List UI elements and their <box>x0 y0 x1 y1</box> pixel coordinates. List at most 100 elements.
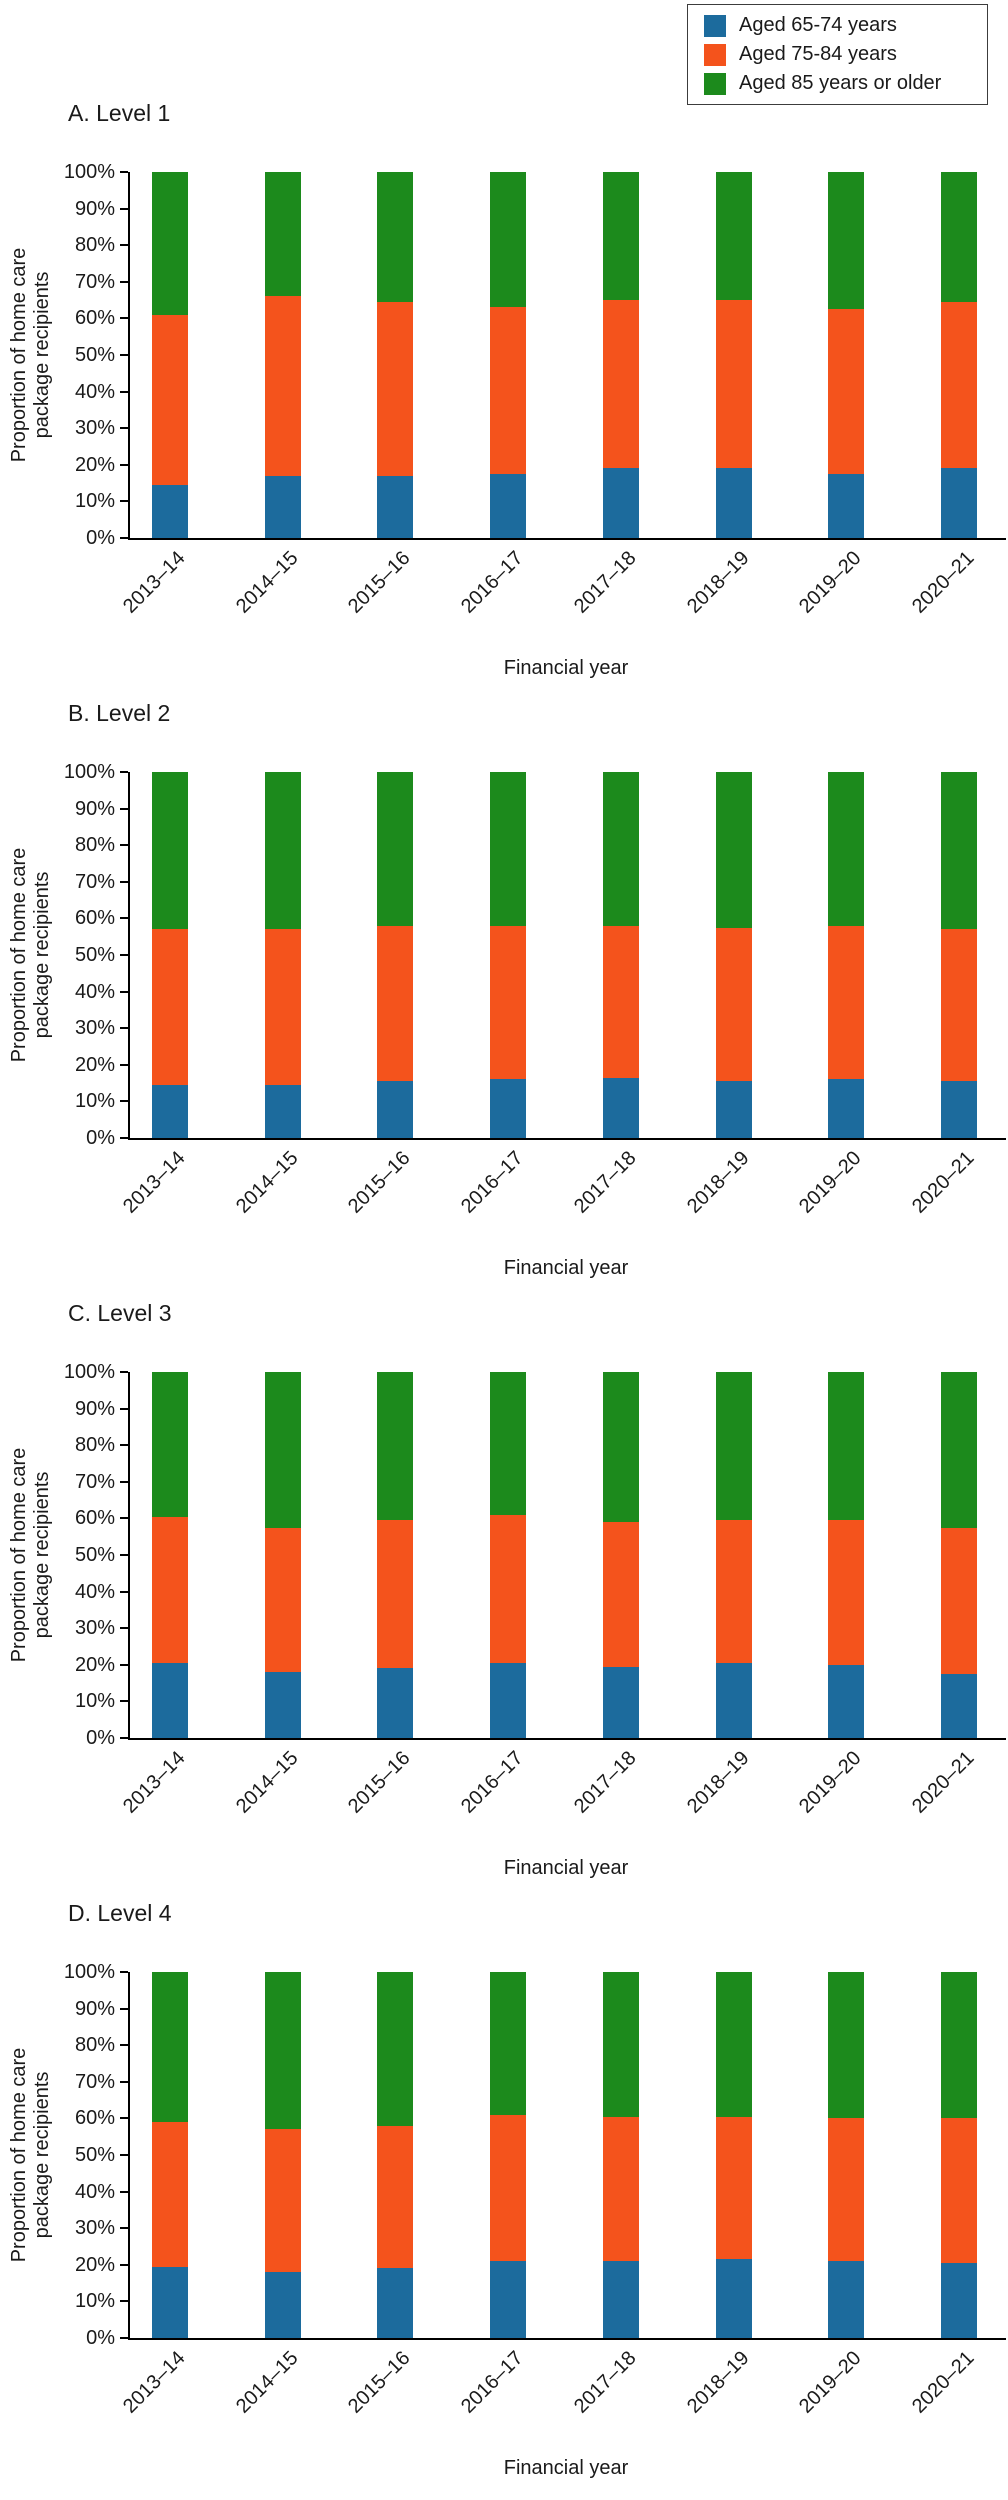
y-tick-label: 0% <box>86 527 115 549</box>
segment-aged-85-years-or-older <box>602 1972 639 2117</box>
segment-aged-65-74-years <box>377 475 414 538</box>
segment-aged-65-74-years <box>264 1084 301 1138</box>
x-tick-label: 2019–20 <box>795 1147 866 1218</box>
y-tick-label: 100% <box>63 1961 115 1983</box>
segment-aged-65-74-years <box>602 2261 639 2338</box>
chart-legend: Aged 65-74 years Aged 75-84 years Aged 8… <box>687 4 988 105</box>
segment-aged-85-years-or-older <box>264 1372 301 1528</box>
segment-aged-65-74-years <box>264 475 301 538</box>
y-tick-mark <box>120 1407 128 1410</box>
bar-2013-14 <box>152 1972 188 2338</box>
y-tick-label: 0% <box>86 1727 115 1749</box>
x-axis-labels: 2013–14 2014–15 2015–16 2016–17 2017–18 2018–… <box>0 2347 1008 2451</box>
y-tick-label: 50% <box>74 1544 115 1566</box>
plot-area: 100% 90% 80% 70% 60% 50% 40% 30% 20% 10% 0% <box>64 761 1006 1149</box>
legend-item-aged-65-74: Aged 65-74 years <box>704 11 987 40</box>
segment-aged-65-74-years <box>602 1666 639 1738</box>
segment-aged-85-years-or-older <box>602 772 639 926</box>
y-tick-mark <box>120 2190 128 2193</box>
y-tick-mark <box>120 500 128 503</box>
segment-aged-75-84-years <box>940 1527 977 1674</box>
x-tick-label: 2016–17 <box>457 2347 528 2418</box>
segment-aged-85-years-or-older <box>490 1972 527 2115</box>
segment-aged-85-years-or-older <box>828 1972 865 2119</box>
segment-aged-75-84-years <box>940 929 977 1082</box>
y-tick-label: 40% <box>74 380 115 403</box>
x-tick-label: 2019–20 <box>795 2347 866 2418</box>
segment-aged-65-74-years <box>490 1662 527 1738</box>
y-tick-mark <box>120 537 128 539</box>
y-tick-mark <box>120 2337 128 2339</box>
legend-item-aged-85-plus: Aged 85 years or older <box>704 69 987 98</box>
x-tick-label: 2020–21 <box>907 1147 979 1218</box>
y-tick-label: 60% <box>74 307 115 330</box>
y-tick-label: 60% <box>74 1507 115 1530</box>
segment-aged-75-84-years <box>264 296 301 476</box>
y-tick-label: 50% <box>74 2144 115 2166</box>
segment-aged-85-years-or-older <box>152 1372 188 1517</box>
segment-aged-65-74-years <box>940 1081 977 1138</box>
segment-aged-85-years-or-older <box>152 1972 188 2123</box>
x-tick-label: 2013–14 <box>118 547 190 618</box>
segment-aged-65-74-years <box>828 1079 865 1138</box>
bar-2018-19 <box>715 1372 752 1738</box>
segment-aged-65-74-years <box>715 468 752 538</box>
segment-aged-65-74-years <box>490 473 527 538</box>
y-tick-mark <box>120 880 128 883</box>
segment-aged-85-years-or-older <box>940 1372 977 1528</box>
x-tick-label: 2014–15 <box>231 547 303 618</box>
y-tick-mark <box>120 1444 128 1447</box>
segment-aged-85-years-or-older <box>828 772 865 926</box>
bar-2016-17 <box>490 1372 527 1738</box>
bar-2015-16 <box>377 772 414 1138</box>
x-tick-label: 2020–21 <box>907 547 979 618</box>
bar-2017-18 <box>602 172 639 538</box>
segment-aged-75-84-years <box>828 1520 865 1665</box>
y-tick-mark <box>120 990 128 993</box>
chart-level-4: D. Level 4 Proportion of home care packa… <box>0 1900 1008 2500</box>
segment-aged-85-years-or-older <box>602 1372 639 1523</box>
segment-aged-85-years-or-older <box>940 772 977 930</box>
y-tick-label: 80% <box>74 1434 115 1457</box>
x-tick-label: 2018–19 <box>682 547 754 618</box>
y-tick-label: 40% <box>74 1580 115 1603</box>
x-tick-label: 2013–14 <box>118 1147 190 1218</box>
x-tick-label: 2014–15 <box>231 1147 303 1218</box>
bar-2018-19 <box>715 1972 752 2338</box>
segment-aged-65-74-years <box>152 1662 188 1738</box>
x-tick-label: 2015–16 <box>344 2347 415 2418</box>
y-tick-mark <box>120 171 128 173</box>
x-tick-label: 2016–17 <box>457 547 528 618</box>
segment-aged-85-years-or-older <box>490 1372 527 1515</box>
y-tick-mark <box>120 390 128 393</box>
bar-2016-17 <box>490 172 527 538</box>
y-tick-mark <box>120 354 128 356</box>
x-tick-label: 2020–21 <box>907 2347 979 2418</box>
segment-aged-75-84-years <box>715 927 752 1082</box>
segment-aged-75-84-years <box>264 2129 301 2273</box>
segment-aged-65-74-years <box>377 1668 414 1738</box>
y-tick-label: 20% <box>74 1653 115 1676</box>
bar-2014-15 <box>264 1972 301 2338</box>
y-tick-label: 90% <box>74 1397 115 1420</box>
bar-2020-21 <box>940 1372 977 1738</box>
segment-aged-75-84-years <box>940 2118 977 2263</box>
y-tick-label: 20% <box>74 453 115 476</box>
bar-2015-16 <box>377 172 414 538</box>
legend-label: Aged 65-74 years <box>739 14 897 36</box>
y-tick-mark <box>120 771 128 773</box>
legend-item-aged-75-84: Aged 75-84 years <box>704 40 987 69</box>
y-tick-mark <box>120 317 128 320</box>
y-tick-label: 80% <box>74 834 115 857</box>
x-tick-label: 2014–15 <box>231 2347 303 2418</box>
x-tick-label: 2017–18 <box>569 1747 641 1818</box>
y-tick-label: 100% <box>63 761 115 783</box>
chart-level-1: A. Level 1 Proportion of home care packa… <box>0 100 1008 700</box>
y-tick-mark <box>120 1737 128 1739</box>
y-tick-label: 0% <box>86 2327 115 2349</box>
y-tick-label: 70% <box>74 270 115 293</box>
segment-aged-85-years-or-older <box>602 172 639 301</box>
segment-aged-85-years-or-older <box>715 1972 752 2117</box>
y-tick-mark <box>120 1371 128 1373</box>
segment-aged-65-74-years <box>940 2262 977 2338</box>
